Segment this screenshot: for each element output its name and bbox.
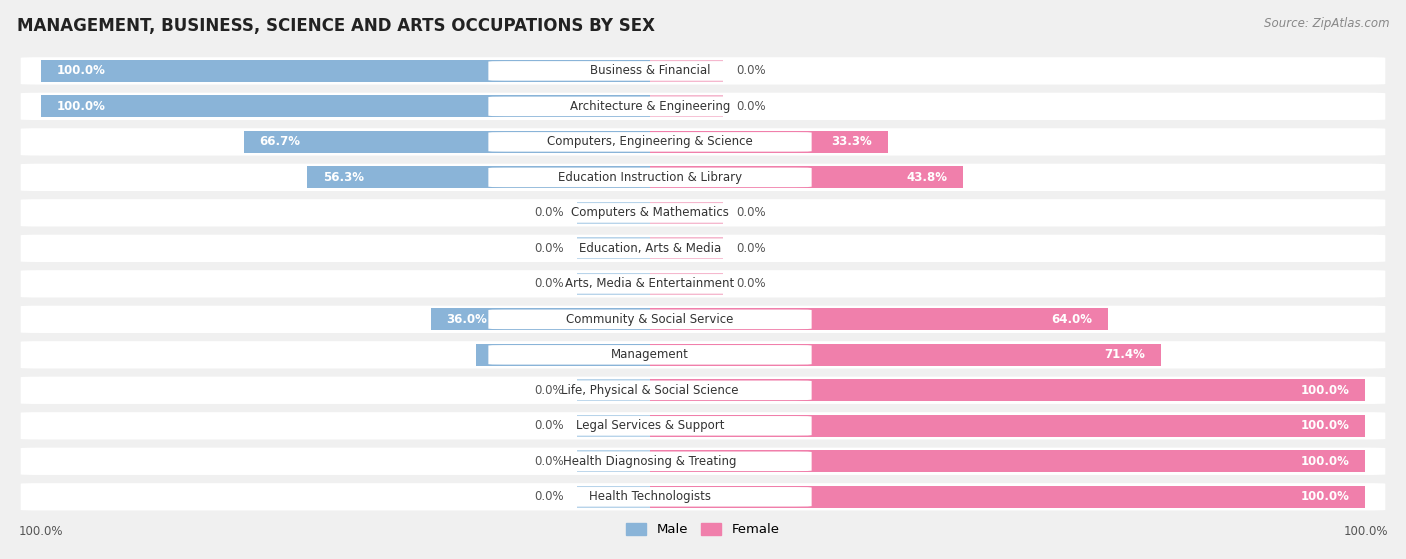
Text: Architecture & Engineering: Architecture & Engineering	[569, 100, 730, 113]
Text: Business & Financial: Business & Financial	[589, 64, 710, 77]
Text: 64.0%: 64.0%	[1052, 313, 1092, 326]
FancyBboxPatch shape	[488, 310, 811, 329]
FancyBboxPatch shape	[488, 345, 811, 364]
Text: 0.0%: 0.0%	[534, 242, 564, 255]
FancyBboxPatch shape	[488, 239, 811, 258]
Text: 0.0%: 0.0%	[534, 206, 564, 219]
Text: Legal Services & Support: Legal Services & Support	[575, 419, 724, 432]
Bar	[576, 451, 650, 472]
FancyBboxPatch shape	[21, 93, 1385, 120]
FancyBboxPatch shape	[21, 235, 1385, 262]
Bar	[650, 96, 723, 117]
FancyBboxPatch shape	[21, 164, 1385, 191]
Bar	[576, 202, 650, 224]
Bar	[650, 309, 1108, 330]
FancyBboxPatch shape	[21, 412, 1385, 439]
Text: Life, Physical & Social Science: Life, Physical & Social Science	[561, 384, 738, 397]
Text: Health Technologists: Health Technologists	[589, 490, 711, 503]
FancyBboxPatch shape	[21, 377, 1385, 404]
Bar	[650, 60, 723, 82]
FancyBboxPatch shape	[488, 381, 811, 400]
Text: 0.0%: 0.0%	[534, 277, 564, 290]
Text: 71.4%: 71.4%	[1104, 348, 1144, 361]
Bar	[650, 380, 1365, 401]
Bar	[430, 309, 650, 330]
Text: Computers, Engineering & Science: Computers, Engineering & Science	[547, 135, 752, 148]
Text: 43.8%: 43.8%	[907, 171, 948, 184]
Text: 100.0%: 100.0%	[56, 100, 105, 113]
Bar	[576, 380, 650, 401]
FancyBboxPatch shape	[21, 483, 1385, 510]
FancyBboxPatch shape	[488, 416, 811, 435]
Text: 0.0%: 0.0%	[737, 100, 766, 113]
Bar	[576, 486, 650, 508]
Bar	[650, 451, 1365, 472]
FancyBboxPatch shape	[21, 57, 1385, 84]
Text: 0.0%: 0.0%	[737, 206, 766, 219]
FancyBboxPatch shape	[488, 61, 811, 80]
Bar	[650, 344, 1161, 366]
Text: 0.0%: 0.0%	[534, 490, 564, 503]
FancyBboxPatch shape	[488, 132, 811, 151]
Text: Computers & Mathematics: Computers & Mathematics	[571, 206, 728, 219]
Bar	[243, 131, 650, 153]
Bar	[576, 273, 650, 295]
Text: 0.0%: 0.0%	[534, 419, 564, 432]
FancyBboxPatch shape	[21, 128, 1385, 155]
Text: 33.3%: 33.3%	[831, 135, 872, 148]
Text: 28.6%: 28.6%	[492, 348, 533, 361]
Text: 0.0%: 0.0%	[534, 455, 564, 468]
Text: Health Diagnosing & Treating: Health Diagnosing & Treating	[564, 455, 737, 468]
Text: Management: Management	[612, 348, 689, 361]
Text: 100.0%: 100.0%	[56, 64, 105, 77]
Bar	[650, 238, 723, 259]
FancyBboxPatch shape	[21, 448, 1385, 475]
FancyBboxPatch shape	[488, 274, 811, 293]
Text: Education Instruction & Library: Education Instruction & Library	[558, 171, 742, 184]
Text: 0.0%: 0.0%	[737, 242, 766, 255]
Text: 0.0%: 0.0%	[534, 384, 564, 397]
Text: 100.0%: 100.0%	[1301, 455, 1350, 468]
Bar	[475, 344, 650, 366]
Bar	[41, 96, 650, 117]
FancyBboxPatch shape	[21, 341, 1385, 368]
Text: Arts, Media & Entertainment: Arts, Media & Entertainment	[565, 277, 734, 290]
Bar	[650, 167, 963, 188]
FancyBboxPatch shape	[21, 270, 1385, 297]
Text: Source: ZipAtlas.com: Source: ZipAtlas.com	[1264, 17, 1389, 30]
Bar	[307, 167, 650, 188]
FancyBboxPatch shape	[488, 97, 811, 116]
Bar	[650, 415, 1365, 437]
Text: Community & Social Service: Community & Social Service	[567, 313, 734, 326]
Text: 100.0%: 100.0%	[1301, 490, 1350, 503]
Bar	[650, 273, 723, 295]
Text: 100.0%: 100.0%	[1301, 419, 1350, 432]
FancyBboxPatch shape	[21, 199, 1385, 226]
Text: 56.3%: 56.3%	[323, 171, 364, 184]
Text: Education, Arts & Media: Education, Arts & Media	[579, 242, 721, 255]
FancyBboxPatch shape	[488, 203, 811, 222]
Text: 66.7%: 66.7%	[259, 135, 301, 148]
FancyBboxPatch shape	[488, 452, 811, 471]
Bar	[650, 202, 723, 224]
Bar	[576, 238, 650, 259]
FancyBboxPatch shape	[21, 306, 1385, 333]
Legend: Male, Female: Male, Female	[621, 518, 785, 542]
FancyBboxPatch shape	[488, 168, 811, 187]
Bar	[576, 415, 650, 437]
Bar	[650, 486, 1365, 508]
FancyBboxPatch shape	[488, 487, 811, 506]
Bar	[650, 131, 889, 153]
Text: 0.0%: 0.0%	[737, 64, 766, 77]
Text: 36.0%: 36.0%	[447, 313, 488, 326]
Text: MANAGEMENT, BUSINESS, SCIENCE AND ARTS OCCUPATIONS BY SEX: MANAGEMENT, BUSINESS, SCIENCE AND ARTS O…	[17, 17, 655, 35]
Text: 100.0%: 100.0%	[1301, 384, 1350, 397]
Text: 0.0%: 0.0%	[737, 277, 766, 290]
Bar	[41, 60, 650, 82]
